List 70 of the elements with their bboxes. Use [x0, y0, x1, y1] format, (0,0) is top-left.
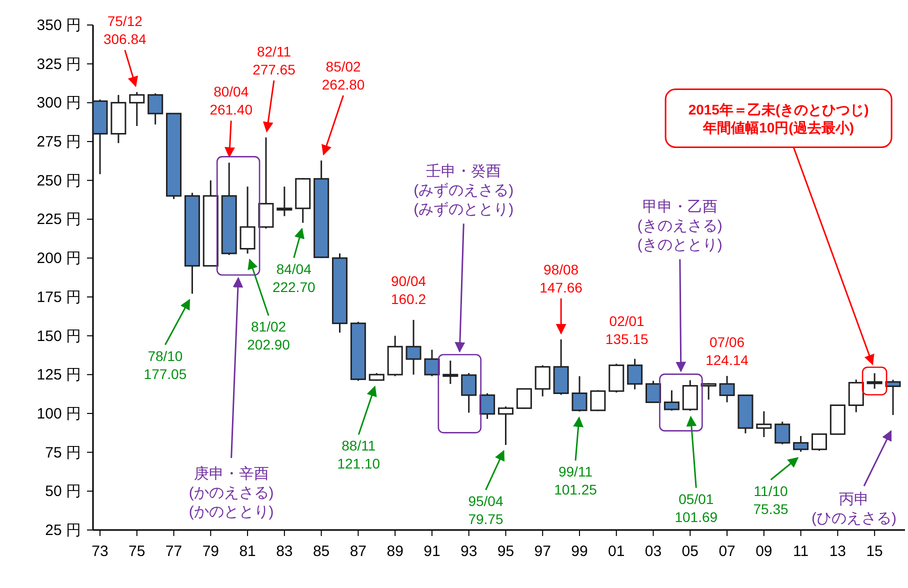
y-tick-label: 100 円	[36, 405, 81, 422]
annotation: 75/12 306.84	[103, 13, 147, 48]
annotation: 88/11 121.10	[337, 386, 380, 472]
annotation: 80/04 261.40	[210, 84, 253, 158]
annotation: 99/11 101.25	[554, 464, 598, 498]
x-tick-label: 79	[202, 543, 220, 560]
y-tick-label: 300 円	[36, 94, 81, 112]
x-tick-label: 97	[534, 543, 551, 560]
annotation: 88/11 121.10	[337, 438, 380, 472]
y-tick-label: 325 円	[36, 56, 81, 73]
y-tick-label: 225 円	[36, 211, 81, 228]
y-tick-label: 125 円	[36, 366, 81, 384]
annotation: 丙申 (ひのえさる)	[812, 430, 897, 527]
x-tick-label: 03	[644, 543, 662, 560]
x-tick-label: 77	[165, 543, 182, 560]
x-tick-label: 85	[312, 543, 330, 560]
y-tick-label: 200 円	[36, 250, 81, 268]
annotation: 85/02 262.80	[322, 58, 365, 93]
y-tick-label: 250 円	[36, 172, 81, 190]
annotation: 78/10 177.05	[144, 348, 187, 382]
y-tick-label: 275 円	[36, 134, 81, 151]
annotation: 84/04 222.70	[272, 260, 316, 295]
annotation: 84/04 222.70	[272, 228, 316, 295]
annotation: 95/04 79.75	[468, 492, 504, 527]
annotation: 甲申・乙酉 (きのえさる) (きのととり)	[637, 198, 722, 254]
annotation: 82/11 277.65	[252, 43, 296, 78]
annotation: 庚申・辛酉 (かのえさる) (かのととり)	[188, 465, 274, 520]
x-tick-label: 11	[793, 543, 809, 560]
x-tick-label: 01	[608, 543, 625, 560]
x-tick-label: 73	[92, 543, 108, 560]
x-tick-label: 93	[460, 543, 478, 560]
x-tick-label: 05	[682, 543, 698, 560]
annotation: 11/10 75.35	[753, 482, 789, 517]
x-tick-label: 95	[497, 543, 514, 560]
annotation: 82/11 277.65	[252, 43, 296, 132]
x-tick-label: 89	[386, 543, 404, 560]
annotation: 98/08 147.66	[540, 261, 583, 296]
x-tick-label: 15	[866, 543, 883, 560]
annotation: 75/12 306.84	[103, 13, 146, 88]
x-tick-label: 99	[571, 543, 588, 560]
y-tick-label: 25 円	[45, 522, 81, 539]
annotation: 81/02 202.90	[247, 318, 290, 353]
annotation: 2015年＝乙未(きのとひつじ) 年間値幅10円(過去最小)	[688, 101, 869, 136]
x-tick-label: 09	[756, 543, 772, 560]
annotation: 78/10 177.05	[144, 298, 190, 382]
x-tick-label: 87	[350, 543, 367, 560]
annotation: 80/04 261.40	[210, 84, 253, 118]
x-tick-label: 81	[239, 543, 256, 560]
annotation: 05/01 101.69	[674, 416, 718, 525]
annotation: 丙申 (ひのえさる)	[812, 490, 897, 527]
x-tick-label: 75	[128, 543, 146, 560]
y-tick-label: 175 円	[36, 288, 81, 306]
x-tick-label: 07	[718, 543, 736, 560]
annotation: 99/11 101.25	[554, 416, 597, 498]
annotation: 05/01 101.69	[674, 490, 718, 525]
annotation: 02/01 135.15	[605, 312, 648, 347]
annotation: 壬申・癸酉 (みずのえさる) (みずのととり)	[414, 163, 514, 218]
x-tick-label: 13	[829, 543, 846, 560]
y-tick-label: 150 円	[36, 328, 81, 345]
y-tick-label: 75 円	[45, 444, 81, 462]
annotation: 07/06 124.14	[706, 334, 748, 368]
annotation: 95/04 79.75	[468, 450, 505, 527]
annotation: 11/10 75.35	[753, 457, 799, 517]
y-tick-label: 50 円	[45, 483, 81, 500]
y-tick-label: 350 円	[36, 17, 81, 34]
x-tick-label: 91	[424, 543, 440, 560]
annotation: 85/02 262.80	[322, 58, 365, 156]
annotation: 98/08 147.66	[540, 261, 582, 334]
x-tick-label: 83	[276, 543, 293, 560]
annotation: 90/04 160.2	[391, 272, 426, 307]
